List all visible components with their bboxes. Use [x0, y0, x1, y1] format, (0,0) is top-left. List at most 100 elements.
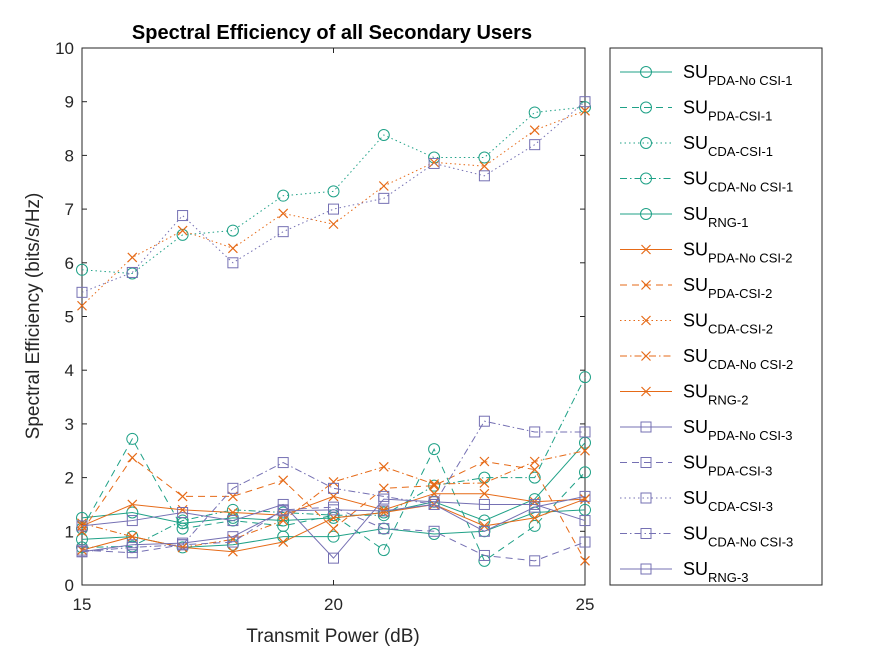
data-point [529, 498, 541, 510]
data-point [478, 549, 490, 561]
data-point [528, 106, 541, 119]
series-line [81, 376, 586, 548]
legend-label-subscript: PDA-CSI-2 [708, 286, 772, 301]
data-point [278, 475, 289, 486]
data-point [378, 192, 390, 204]
legend-label-subscript: CDA-No CSI-2 [708, 357, 793, 372]
legend-marker [640, 492, 652, 504]
data-point [529, 512, 540, 523]
data-point [77, 300, 87, 311]
data-point [378, 181, 389, 191]
series-pda-csi-2 [77, 452, 590, 566]
axis-ticks: 0 1 2 3 4 5 6 7 8 9 10 15 20 25 [55, 39, 594, 614]
data-point [327, 530, 340, 543]
data-point [327, 185, 340, 198]
series-cda-csi-1 [76, 101, 591, 280]
legend-label-main: SU [683, 240, 708, 260]
data-point [378, 493, 390, 505]
legend-label-subscript: RNG-2 [708, 393, 748, 408]
data-point [328, 523, 339, 534]
legend-label-subscript: RNG-1 [708, 215, 748, 230]
legend-marker [641, 386, 651, 397]
data-point [428, 496, 440, 508]
data-point [127, 252, 138, 263]
data-point [479, 456, 490, 467]
data-point [377, 544, 390, 557]
data-point [579, 96, 591, 108]
series-line [81, 506, 586, 562]
data-point [428, 443, 441, 456]
legend-label-main: SU [683, 382, 708, 402]
legend-marker [641, 280, 651, 290]
legend-item: SURNG-3 [620, 559, 748, 585]
data-point [377, 128, 390, 141]
legend-label-main: SU [683, 559, 708, 579]
legend-label-main: SU [683, 524, 708, 544]
data-point [226, 224, 239, 237]
legend-label: SUPDA-No CSI-2 [683, 240, 793, 266]
legend-label: SUPDA-No CSI-1 [683, 62, 793, 88]
data-point [579, 490, 591, 502]
data-point [328, 482, 339, 494]
legend-item: SUPDA-CSI-1 [620, 98, 772, 124]
data-point [428, 525, 440, 537]
data-point [328, 501, 339, 513]
data-point [580, 105, 590, 116]
y-tick-label: 6 [65, 254, 74, 273]
data-point [76, 263, 88, 276]
data-point [176, 522, 189, 535]
data-point [177, 225, 188, 236]
y-tick-label: 0 [65, 576, 74, 595]
legend-item: SUCDA-No CSI-1 [620, 169, 793, 195]
data-point [126, 515, 138, 527]
data-point [328, 203, 339, 215]
legend-marker [640, 457, 652, 468]
data-point [177, 210, 189, 222]
data-point [479, 161, 490, 172]
data-point [76, 286, 88, 298]
data-point [579, 466, 591, 479]
legend-label: SUCDA-No CSI-3 [683, 524, 793, 550]
legend-label-subscript: CDA-CSI-2 [708, 322, 773, 337]
legend-item: SUCDA-CSI-2 [620, 311, 773, 337]
data-point [529, 139, 541, 151]
data-point [528, 519, 541, 532]
legend-label-subscript: RNG-3 [708, 570, 748, 585]
data-point [579, 426, 591, 438]
legend-label: SUCDA-CSI-3 [683, 488, 773, 514]
legend-label-main: SU [683, 275, 708, 295]
data-point [77, 518, 87, 529]
legend-marker [640, 137, 652, 149]
data-point [328, 219, 339, 230]
legend-marker [640, 101, 652, 114]
series-line [81, 101, 586, 293]
data-point [277, 498, 289, 510]
data-point [176, 514, 189, 527]
data-point [580, 555, 590, 566]
legend-label: SURNG-1 [683, 204, 748, 230]
data-point [580, 494, 590, 505]
y-axis-label: Spectral Efficiency (bits/s/Hz) [23, 193, 44, 440]
data-point [127, 452, 138, 463]
legend-label-main: SU [683, 346, 708, 366]
x-tick-label: 20 [324, 595, 343, 614]
legend-label-subscript: CDA-No CSI-3 [708, 535, 793, 550]
y-tick-label: 1 [65, 522, 74, 541]
y-tick-label: 4 [65, 361, 74, 380]
legend-label-subscript: PDA-CSI-1 [708, 109, 772, 124]
data-point [478, 170, 490, 182]
data-point [126, 266, 138, 278]
legend-item: SUPDA-CSI-3 [620, 453, 772, 479]
legend-label-subscript: CDA-CSI-3 [708, 499, 773, 514]
data-point [428, 157, 440, 169]
data-point [580, 445, 590, 456]
data-point [579, 536, 591, 548]
legend-marker [640, 66, 652, 78]
data-point [529, 426, 541, 438]
y-tick-label: 2 [65, 469, 74, 488]
data-point [479, 478, 490, 488]
legend-label: SUCDA-No CSI-2 [683, 346, 793, 372]
data-point [126, 432, 139, 445]
data-point [529, 456, 540, 467]
data-point [177, 491, 188, 502]
